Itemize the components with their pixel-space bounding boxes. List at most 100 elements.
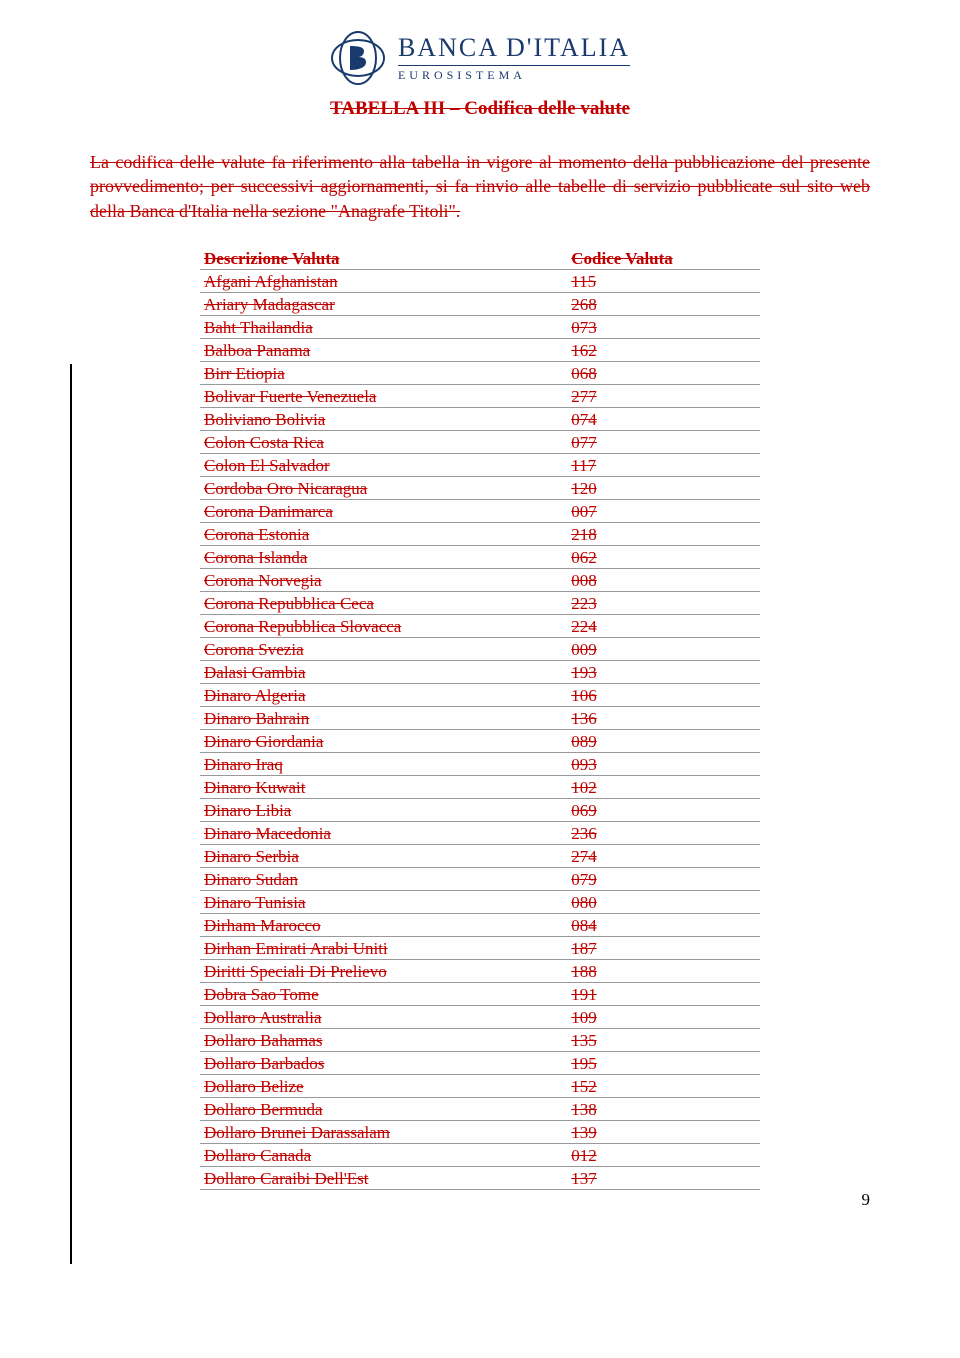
currency-code: 109 xyxy=(567,1005,760,1028)
currency-description: Corona Repubblica Slovacca xyxy=(200,614,567,637)
currency-code: 007 xyxy=(567,499,760,522)
table-row: Corona Danimarca007 xyxy=(200,499,760,522)
table-body: Afgani Afghanistan115Ariary Madagascar26… xyxy=(200,269,760,1189)
currency-description: Dollaro Australia xyxy=(200,1005,567,1028)
table-row: Dirhan Emirati Arabi Uniti187 xyxy=(200,936,760,959)
table-row: Dollaro Bahamas135 xyxy=(200,1028,760,1051)
table-row: Corona Repubblica Ceca223 xyxy=(200,591,760,614)
currency-code: 191 xyxy=(567,982,760,1005)
currency-code: 188 xyxy=(567,959,760,982)
currency-code: 117 xyxy=(567,453,760,476)
currency-code: 218 xyxy=(567,522,760,545)
table-row: Dinaro Tunisia080 xyxy=(200,890,760,913)
currency-code: 080 xyxy=(567,890,760,913)
currency-description: Dollaro Bahamas xyxy=(200,1028,567,1051)
currency-description: Corona Repubblica Ceca xyxy=(200,591,567,614)
table-row: Dollaro Barbados195 xyxy=(200,1051,760,1074)
table-row: Dollaro Canada012 xyxy=(200,1143,760,1166)
table-row: Dollaro Caraibi Dell'Est137 xyxy=(200,1166,760,1189)
currency-description: Dirham Marocco xyxy=(200,913,567,936)
currency-description: Dinaro Algeria xyxy=(200,683,567,706)
currency-code: 073 xyxy=(567,315,760,338)
currency-description: Dinaro Sudan xyxy=(200,867,567,890)
currency-description: Dollaro Brunei Darassalam xyxy=(200,1120,567,1143)
currency-code: 068 xyxy=(567,361,760,384)
currency-description: Dinaro Bahrain xyxy=(200,706,567,729)
currency-description: Boliviano Bolivia xyxy=(200,407,567,430)
table-row: Corona Norvegia008 xyxy=(200,568,760,591)
currency-code: 106 xyxy=(567,683,760,706)
document-page: BANCA D'ITALIA EUROSISTEMA TABELLA III –… xyxy=(0,0,960,1230)
currency-description: Dollaro Barbados xyxy=(200,1051,567,1074)
table-row: Dirham Marocco084 xyxy=(200,913,760,936)
currency-description: Dalasi Gambia xyxy=(200,660,567,683)
table-row: Birr Etiopia068 xyxy=(200,361,760,384)
table-row: Dinaro Iraq093 xyxy=(200,752,760,775)
revision-marker xyxy=(70,364,72,1264)
currency-description: Diritti Speciali Di Prelievo xyxy=(200,959,567,982)
table-row: Dinaro Libia069 xyxy=(200,798,760,821)
table-row: Balboa Panama162 xyxy=(200,338,760,361)
table-row: Dalasi Gambia193 xyxy=(200,660,760,683)
currency-code: 136 xyxy=(567,706,760,729)
currency-description: Corona Estonia xyxy=(200,522,567,545)
currency-code: 084 xyxy=(567,913,760,936)
bank-logo-block: BANCA D'ITALIA EUROSISTEMA xyxy=(90,30,870,86)
table-row: Dobra Sao Tome191 xyxy=(200,982,760,1005)
bank-subtitle: EUROSISTEMA xyxy=(398,65,630,83)
table-row: Dollaro Brunei Darassalam139 xyxy=(200,1120,760,1143)
currency-code: 223 xyxy=(567,591,760,614)
table-row: Corona Estonia218 xyxy=(200,522,760,545)
currency-description: Baht Thailandia xyxy=(200,315,567,338)
currency-code: 074 xyxy=(567,407,760,430)
table-row: Dinaro Bahrain136 xyxy=(200,706,760,729)
table-row: Dinaro Algeria106 xyxy=(200,683,760,706)
currency-description: Dinaro Kuwait xyxy=(200,775,567,798)
currency-code: 187 xyxy=(567,936,760,959)
currency-description: Afgani Afghanistan xyxy=(200,269,567,292)
currency-description: Dinaro Libia xyxy=(200,798,567,821)
currency-description: Colon El Salvador xyxy=(200,453,567,476)
table-row: Cordoba Oro Nicaragua120 xyxy=(200,476,760,499)
currency-code: 224 xyxy=(567,614,760,637)
document-title: TABELLA III – Codifica delle valute xyxy=(90,98,870,120)
currency-code: 268 xyxy=(567,292,760,315)
currency-description: Dollaro Bermuda xyxy=(200,1097,567,1120)
currency-code: 135 xyxy=(567,1028,760,1051)
currency-code: 115 xyxy=(567,269,760,292)
currency-description: Ariary Madagascar xyxy=(200,292,567,315)
table-row: Baht Thailandia073 xyxy=(200,315,760,338)
currency-code: 162 xyxy=(567,338,760,361)
currency-code: 137 xyxy=(567,1166,760,1189)
currency-description: Corona Norvegia xyxy=(200,568,567,591)
currency-description: Dinaro Serbia xyxy=(200,844,567,867)
currency-code: 069 xyxy=(567,798,760,821)
currency-code: 062 xyxy=(567,545,760,568)
table-row: Diritti Speciali Di Prelievo188 xyxy=(200,959,760,982)
currency-code: 012 xyxy=(567,1143,760,1166)
table-row: Colon El Salvador117 xyxy=(200,453,760,476)
currency-code: 274 xyxy=(567,844,760,867)
currency-description: Birr Etiopia xyxy=(200,361,567,384)
currency-code: 236 xyxy=(567,821,760,844)
table-row: Dollaro Belize152 xyxy=(200,1074,760,1097)
table-row: Ariary Madagascar268 xyxy=(200,292,760,315)
currency-description: Dollaro Belize xyxy=(200,1074,567,1097)
table-row: Dinaro Giordania089 xyxy=(200,729,760,752)
table-row: Dinaro Macedonia236 xyxy=(200,821,760,844)
currency-code: 138 xyxy=(567,1097,760,1120)
currency-description: Corona Svezia xyxy=(200,637,567,660)
currency-description: Dinaro Macedonia xyxy=(200,821,567,844)
table-row: Dinaro Kuwait102 xyxy=(200,775,760,798)
bank-logo-icon xyxy=(330,30,386,86)
table-header-row: Descrizione Valuta Codice Valuta xyxy=(200,247,760,270)
intro-paragraph: La codifica delle valute fa riferimento … xyxy=(90,150,870,223)
currency-code: 102 xyxy=(567,775,760,798)
currency-description: Dollaro Canada xyxy=(200,1143,567,1166)
currency-code: 089 xyxy=(567,729,760,752)
currency-description: Cordoba Oro Nicaragua xyxy=(200,476,567,499)
table-row: Corona Islanda062 xyxy=(200,545,760,568)
currency-description: Dinaro Iraq xyxy=(200,752,567,775)
currency-code: 193 xyxy=(567,660,760,683)
header-code: Codice Valuta xyxy=(567,247,760,270)
